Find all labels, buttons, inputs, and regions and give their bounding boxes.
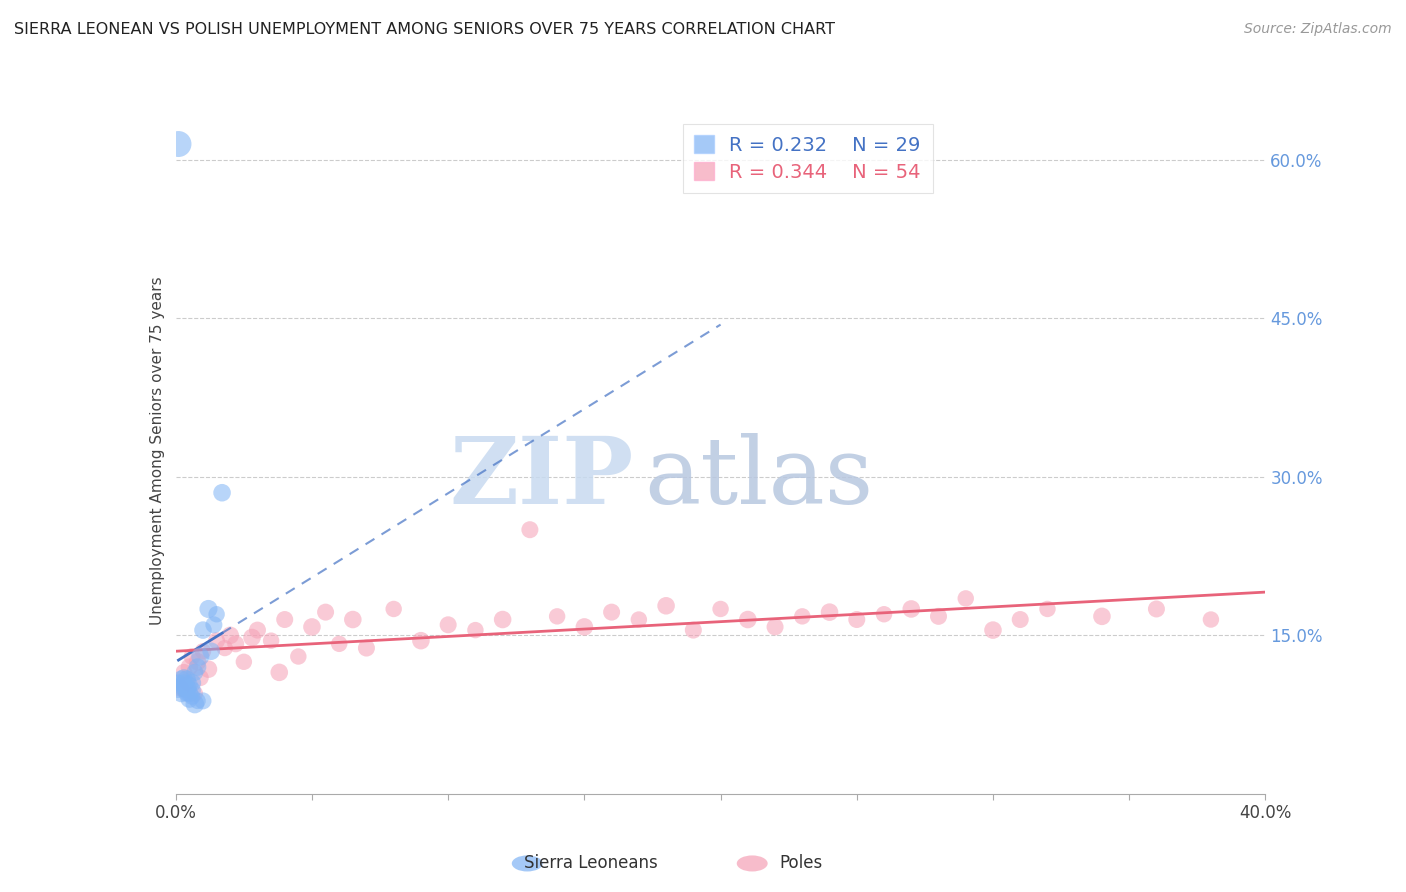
Point [710, 602, 733, 616]
Point [219, 628, 242, 642]
Point [179, 691, 201, 706]
Point [170, 686, 193, 700]
Text: Poles: Poles [780, 855, 823, 872]
Point [900, 602, 922, 616]
Point [170, 673, 193, 687]
Point [173, 676, 195, 690]
Point [1199, 613, 1222, 627]
Point [792, 609, 814, 624]
Text: ZIP: ZIP [449, 433, 633, 523]
Legend: R = 0.232    N = 29, R = 0.344    N = 54: R = 0.232 N = 29, R = 0.344 N = 54 [683, 124, 932, 194]
Point [176, 681, 198, 696]
Point [184, 665, 207, 680]
Point [763, 620, 786, 634]
Point [1036, 602, 1059, 616]
Point [240, 631, 263, 645]
Point [214, 641, 236, 656]
Point [191, 623, 214, 637]
Text: atlas: atlas [644, 433, 873, 523]
Point [873, 607, 896, 622]
Point [211, 485, 233, 500]
Point [737, 613, 759, 627]
Text: SIERRA LEONEAN VS POLISH UNEMPLOYMENT AMONG SENIORS OVER 75 YEARS CORRELATION CH: SIERRA LEONEAN VS POLISH UNEMPLOYMENT AM… [14, 22, 835, 37]
Point [167, 676, 190, 690]
Point [682, 623, 704, 637]
Point [179, 678, 201, 692]
Point [546, 609, 568, 624]
Ellipse shape [512, 855, 543, 871]
Point [176, 673, 198, 687]
Point [202, 617, 225, 632]
Point [173, 671, 195, 685]
Point [574, 620, 596, 634]
Point [181, 683, 204, 698]
Point [186, 694, 209, 708]
Point [176, 676, 198, 690]
Point [181, 690, 204, 704]
Point [186, 655, 209, 669]
Point [1010, 613, 1032, 627]
Ellipse shape [737, 855, 768, 871]
Point [981, 623, 1004, 637]
Point [191, 644, 214, 658]
Point [655, 599, 678, 613]
Point [328, 637, 350, 651]
Point [188, 671, 211, 685]
Point [382, 602, 405, 616]
Point [260, 633, 283, 648]
Point [167, 681, 190, 696]
Point [600, 605, 623, 619]
Point [1144, 602, 1167, 616]
Point [492, 613, 515, 627]
Point [627, 613, 650, 627]
Point [197, 662, 219, 676]
Point [197, 602, 219, 616]
Text: Source: ZipAtlas.com: Source: ZipAtlas.com [1244, 22, 1392, 37]
Point [519, 523, 541, 537]
Point [181, 649, 204, 664]
Point [167, 136, 190, 151]
Point [205, 633, 228, 648]
Point [191, 694, 214, 708]
Point [176, 686, 198, 700]
Point [179, 660, 201, 674]
Point [200, 644, 222, 658]
Point [179, 686, 201, 700]
Point [955, 591, 977, 606]
Point [186, 660, 209, 674]
Point [173, 681, 195, 696]
Point [205, 607, 228, 622]
Point [928, 609, 950, 624]
Point [184, 686, 207, 700]
Point [845, 613, 868, 627]
Point [232, 655, 254, 669]
Point [269, 665, 291, 680]
Point [181, 676, 204, 690]
Point [342, 613, 364, 627]
Point [188, 649, 211, 664]
Point [301, 620, 323, 634]
Point [464, 623, 486, 637]
Point [274, 613, 297, 627]
Point [1091, 609, 1114, 624]
Point [173, 665, 195, 680]
Point [315, 605, 337, 619]
Point [409, 633, 432, 648]
Point [287, 649, 309, 664]
Point [437, 617, 460, 632]
Text: Sierra Leoneans: Sierra Leoneans [523, 855, 658, 872]
Point [818, 605, 841, 619]
Point [184, 697, 207, 711]
Point [225, 637, 247, 651]
Point [170, 681, 193, 696]
Y-axis label: Unemployment Among Seniors over 75 years: Unemployment Among Seniors over 75 years [149, 277, 165, 624]
Point [356, 641, 378, 656]
Point [246, 623, 269, 637]
